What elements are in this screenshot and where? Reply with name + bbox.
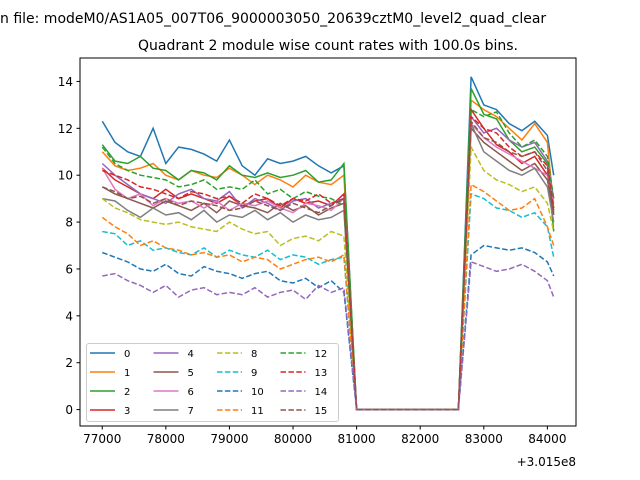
legend-label-7: 7 <box>188 406 194 417</box>
axes-frame <box>79 57 577 427</box>
figure-suptitle: n file: modeM0/AS1A05_007T06_9000003050_… <box>0 11 546 27</box>
y-tick-label: 10 <box>58 169 73 183</box>
legend-label-5: 5 <box>188 368 194 379</box>
x-tick-label: 84000 <box>528 432 566 446</box>
series-line-14 <box>102 260 555 411</box>
y-tick-label: 6 <box>65 262 73 276</box>
y-tick-label: 8 <box>65 216 73 230</box>
series-line-8 <box>101 144 555 411</box>
legend-label-8: 8 <box>251 349 257 360</box>
y-tick-label: 4 <box>65 309 73 323</box>
x-tick-label: 82000 <box>401 432 439 446</box>
legend-label-3: 3 <box>124 406 130 417</box>
y-tick-label: 2 <box>65 356 73 370</box>
chart-title: Quadrant 2 module wise count rates with … <box>138 38 518 54</box>
series-line-2 <box>101 88 555 411</box>
legend-box <box>86 343 339 422</box>
x-tick-label: 80000 <box>274 432 312 446</box>
series-line-1 <box>101 98 555 411</box>
legend-label-9: 9 <box>251 368 257 379</box>
series-line-0 <box>101 76 555 411</box>
plot-area <box>101 76 555 411</box>
x-axis: 77000 78000 79000 80000 81000 82000 83000 84000 <box>83 426 566 446</box>
series-line-12 <box>101 108 555 411</box>
series-line-11 <box>101 183 555 411</box>
x-tick-label: 79000 <box>210 432 248 446</box>
y-tick-label: 14 <box>58 75 73 89</box>
y-axis: 0 2 4 6 8 10 12 14 <box>58 75 80 417</box>
series-line-3 <box>101 107 555 411</box>
series-line-15 <box>102 119 555 411</box>
legend-label-0: 0 <box>124 349 130 360</box>
series-line-13 <box>102 114 555 411</box>
x-tick-label: 77000 <box>83 432 121 446</box>
series-line-7 <box>102 123 555 411</box>
legend-label-10: 10 <box>251 387 264 398</box>
legend-label-15: 15 <box>315 406 328 417</box>
legend-label-2: 2 <box>124 387 130 398</box>
legend-label-14: 14 <box>315 387 328 398</box>
x-tick-label: 83000 <box>465 432 503 446</box>
x-tick-label: 81000 <box>338 432 376 446</box>
legend-label-6: 6 <box>188 387 194 398</box>
series-line-9 <box>102 192 555 411</box>
legend-label-13: 13 <box>315 368 328 379</box>
legend-label-4: 4 <box>188 349 194 360</box>
x-offset-label: +3.015e8 <box>517 455 576 469</box>
y-tick-label: 0 <box>65 403 73 417</box>
y-tick-label: 12 <box>58 122 73 136</box>
legend-label-1: 1 <box>124 368 130 379</box>
series-line-10 <box>102 244 555 411</box>
x-tick-label: 78000 <box>147 432 185 446</box>
legend-label-12: 12 <box>315 349 328 360</box>
legend-label-11: 11 <box>251 406 264 417</box>
